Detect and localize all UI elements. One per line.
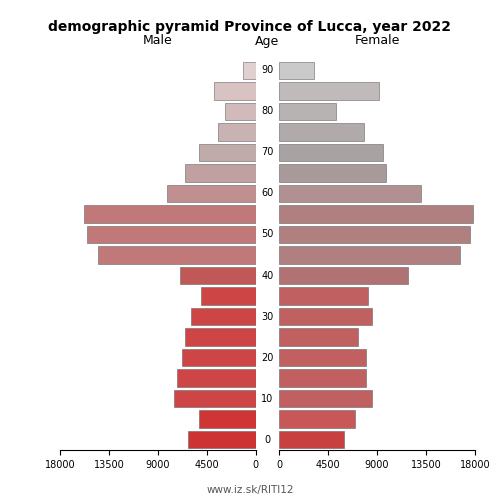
Bar	[279, 308, 372, 326]
Bar	[279, 226, 469, 243]
Bar	[226, 102, 256, 120]
Bar	[242, 62, 256, 79]
Bar	[188, 431, 256, 448]
Bar	[84, 205, 256, 222]
Bar	[98, 246, 256, 264]
Bar	[279, 267, 407, 284]
Bar	[279, 62, 314, 79]
Bar	[166, 184, 256, 202]
Bar	[279, 164, 386, 182]
Bar	[279, 246, 460, 264]
Bar	[190, 308, 256, 326]
Text: 80: 80	[262, 106, 274, 117]
Text: 40: 40	[262, 270, 274, 280]
Bar	[279, 205, 473, 222]
Bar	[279, 184, 420, 202]
Text: 60: 60	[262, 188, 274, 198]
Text: Male: Male	[143, 34, 173, 48]
Bar	[279, 390, 372, 407]
Text: Female: Female	[354, 34, 400, 48]
Text: 50: 50	[262, 230, 274, 239]
Text: 10: 10	[262, 394, 274, 404]
Bar	[218, 123, 256, 140]
Text: demographic pyramid Province of Lucca, year 2022: demographic pyramid Province of Lucca, y…	[48, 20, 452, 34]
Bar	[279, 410, 355, 428]
Bar	[182, 349, 256, 366]
Bar	[180, 267, 256, 284]
Text: 90: 90	[262, 66, 274, 76]
Bar	[279, 431, 344, 448]
Bar	[279, 123, 364, 140]
Bar	[185, 328, 256, 346]
Bar	[279, 370, 366, 387]
Text: 0: 0	[264, 434, 270, 444]
Text: 70: 70	[262, 148, 274, 158]
Text: 20: 20	[262, 352, 274, 362]
Bar	[279, 328, 357, 346]
Bar	[199, 410, 256, 428]
Text: www.iz.sk/RITI12: www.iz.sk/RITI12	[206, 485, 294, 495]
Bar	[87, 226, 256, 243]
Bar	[279, 82, 380, 100]
Bar	[199, 144, 256, 161]
Bar	[279, 288, 368, 305]
Bar	[178, 370, 256, 387]
Bar	[174, 390, 256, 407]
Bar	[279, 102, 336, 120]
Text: 30: 30	[262, 312, 274, 322]
Bar	[185, 164, 256, 182]
Bar	[279, 144, 382, 161]
Bar	[202, 288, 256, 305]
Text: Age: Age	[256, 34, 280, 48]
Bar	[279, 349, 366, 366]
Bar	[214, 82, 256, 100]
